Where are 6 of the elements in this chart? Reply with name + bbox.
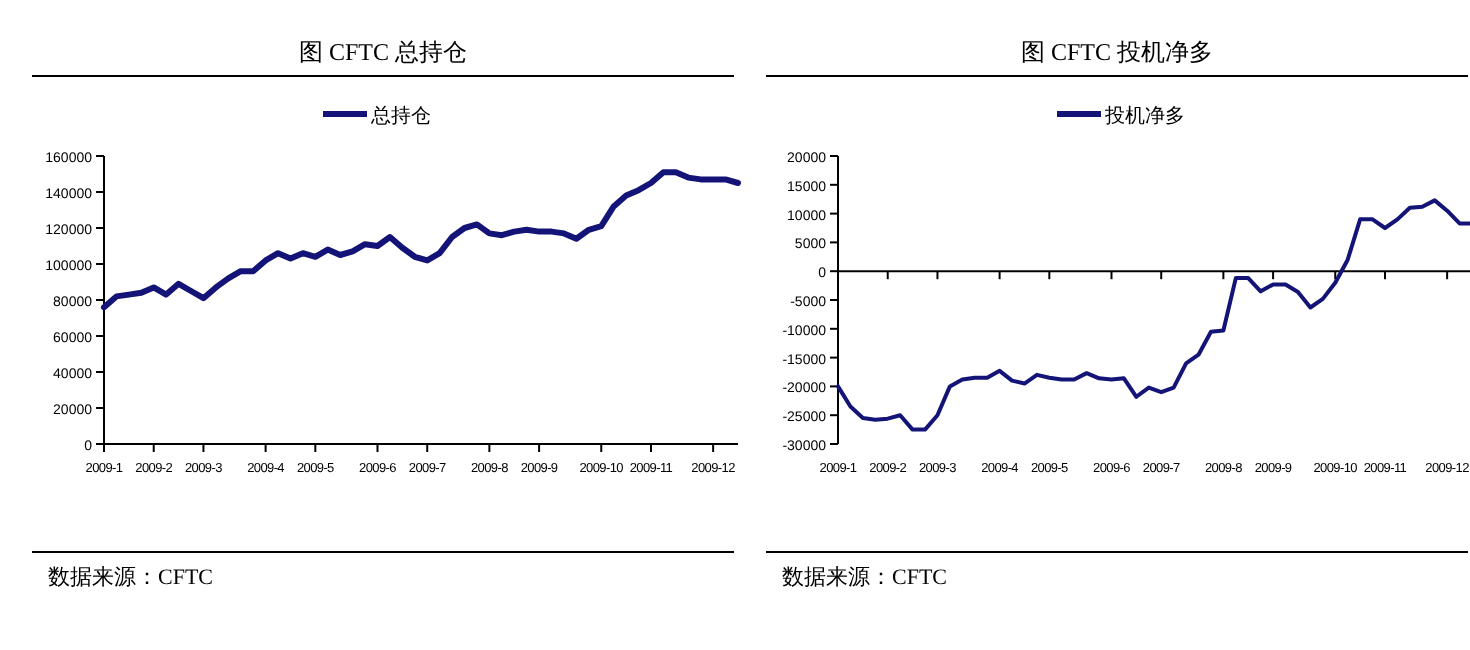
legend-label: 总持仓 — [369, 104, 431, 128]
source-note: 数据来源：CFTC — [48, 564, 214, 590]
legend-label: 投机净多 — [1103, 104, 1185, 128]
chart-title: 图 CFTC 投机净多 — [1020, 38, 1214, 66]
source-note: 数据来源：CFTC — [782, 564, 948, 590]
chart-title: 图 CFTC 总持仓 — [298, 38, 468, 66]
